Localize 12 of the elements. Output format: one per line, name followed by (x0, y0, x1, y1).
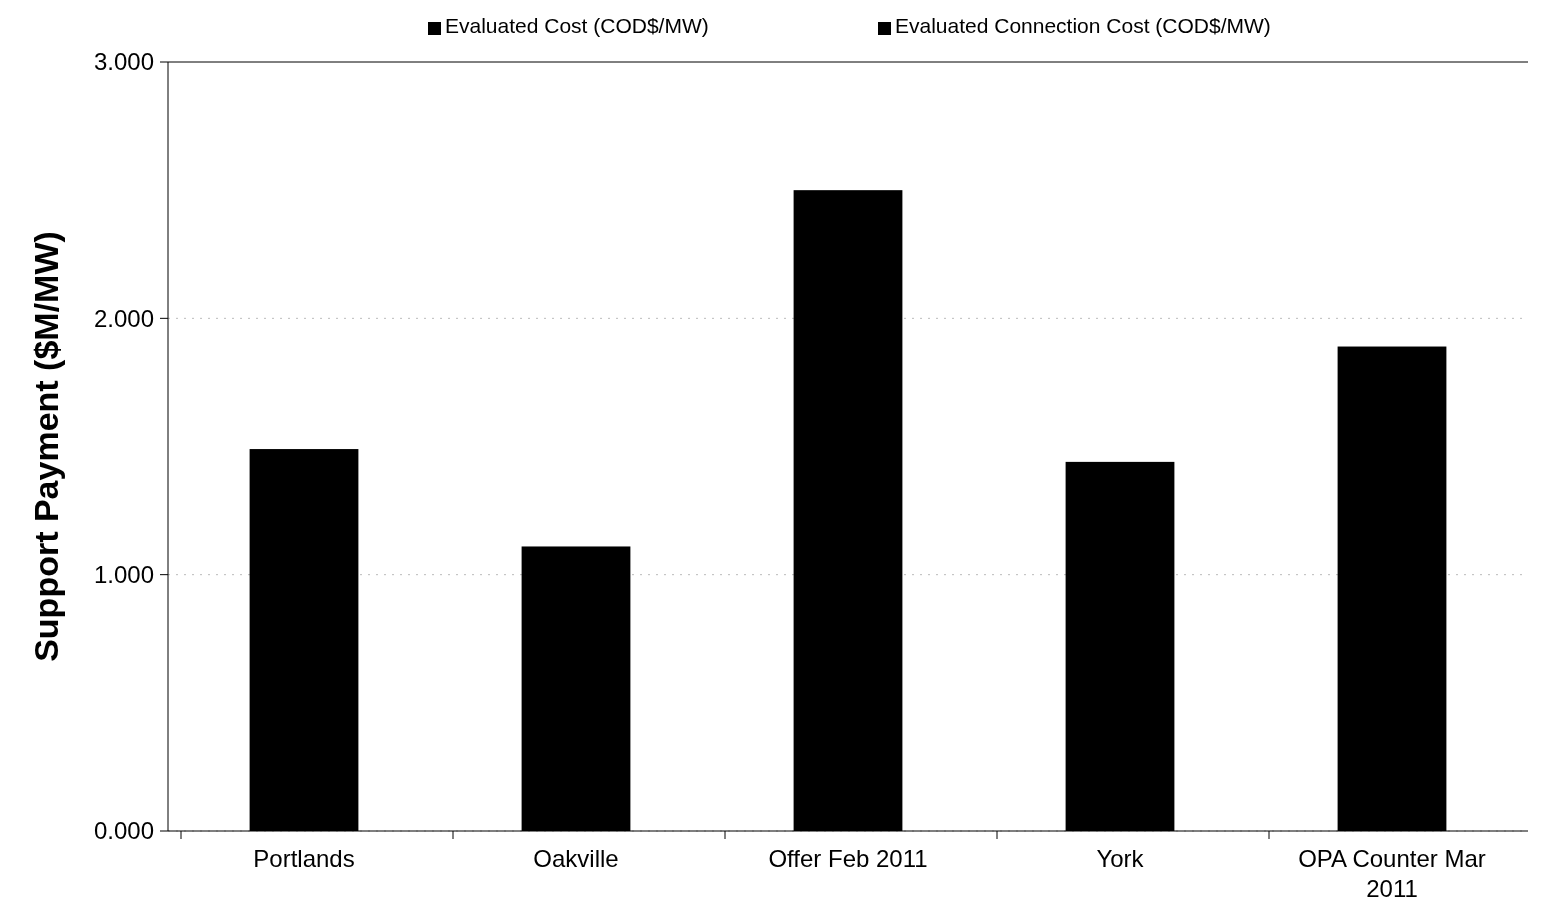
x-tick-label: York (1096, 845, 1145, 872)
x-tick-label: Oakville (533, 845, 619, 872)
legend-label: Evaluated Cost (COD$/MW) (445, 14, 709, 37)
y-tick-label: 0.000 (93, 817, 154, 845)
legend-label: Evaluated Connection Cost (COD$/MW) (895, 14, 1271, 37)
x-tick-label: OPA Counter Mar 2011 (1298, 845, 1486, 902)
y-tick-label: 2.000 (93, 304, 154, 332)
y-tick-label: 3.000 (93, 48, 154, 76)
x-tick-label: Portlands (253, 845, 355, 872)
y-tick-label: 1.000 (93, 561, 154, 589)
y-axis-title: Support Payment ($M/MW) (27, 231, 65, 662)
x-tick-label: Offer Feb 2011 (768, 845, 928, 872)
